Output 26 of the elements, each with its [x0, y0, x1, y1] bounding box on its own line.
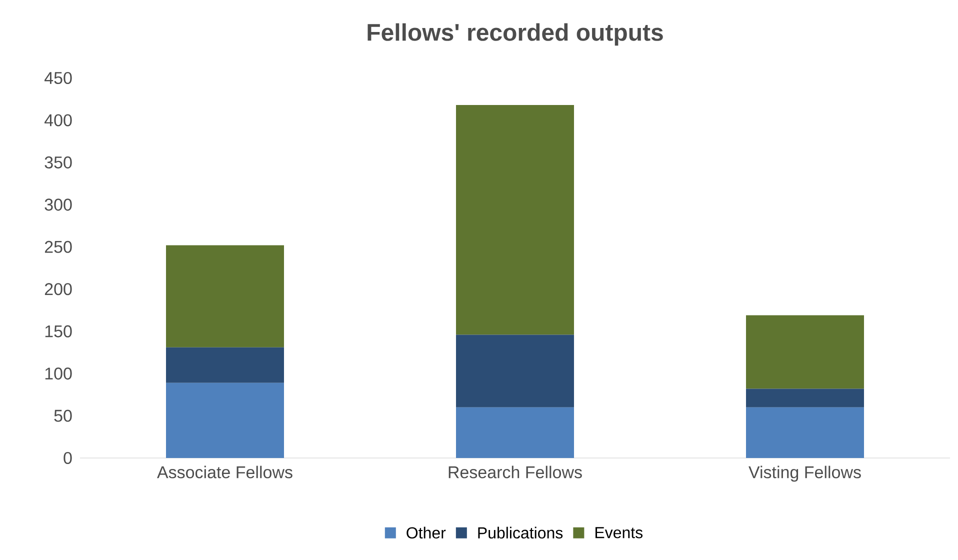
bar	[166, 347, 284, 383]
bar	[456, 334, 574, 408]
chart-title: Fellows' recorded outputs	[368, 23, 663, 46]
legend-label: Publications	[478, 526, 563, 539]
bar	[746, 388, 864, 408]
y-tick-label: 50	[54, 410, 72, 422]
bar	[166, 245, 284, 348]
y-tick-label: 0	[64, 452, 72, 464]
y-tick-label: 400	[44, 114, 72, 126]
y-tick-label: 450	[44, 72, 72, 84]
y-tick-label: 100	[45, 368, 72, 380]
x-tick-label: Associate Fellows	[157, 466, 292, 478]
bar	[746, 407, 864, 458]
y-tick-label: 350	[44, 156, 72, 168]
bar	[746, 315, 864, 389]
legend-label: Other	[406, 526, 446, 539]
y-tick-label: 150	[45, 325, 72, 338]
y-tick-label: 200	[44, 283, 72, 296]
x-tick-label: Visting Fellows	[748, 466, 861, 482]
bar	[456, 105, 574, 335]
bar	[456, 407, 574, 458]
bar	[166, 382, 284, 458]
y-tick-label: 250	[44, 240, 72, 253]
x-tick-label: Research Fellows	[448, 466, 582, 478]
y-tick-label: 300	[44, 198, 72, 211]
legend-label: Events	[596, 527, 643, 538]
